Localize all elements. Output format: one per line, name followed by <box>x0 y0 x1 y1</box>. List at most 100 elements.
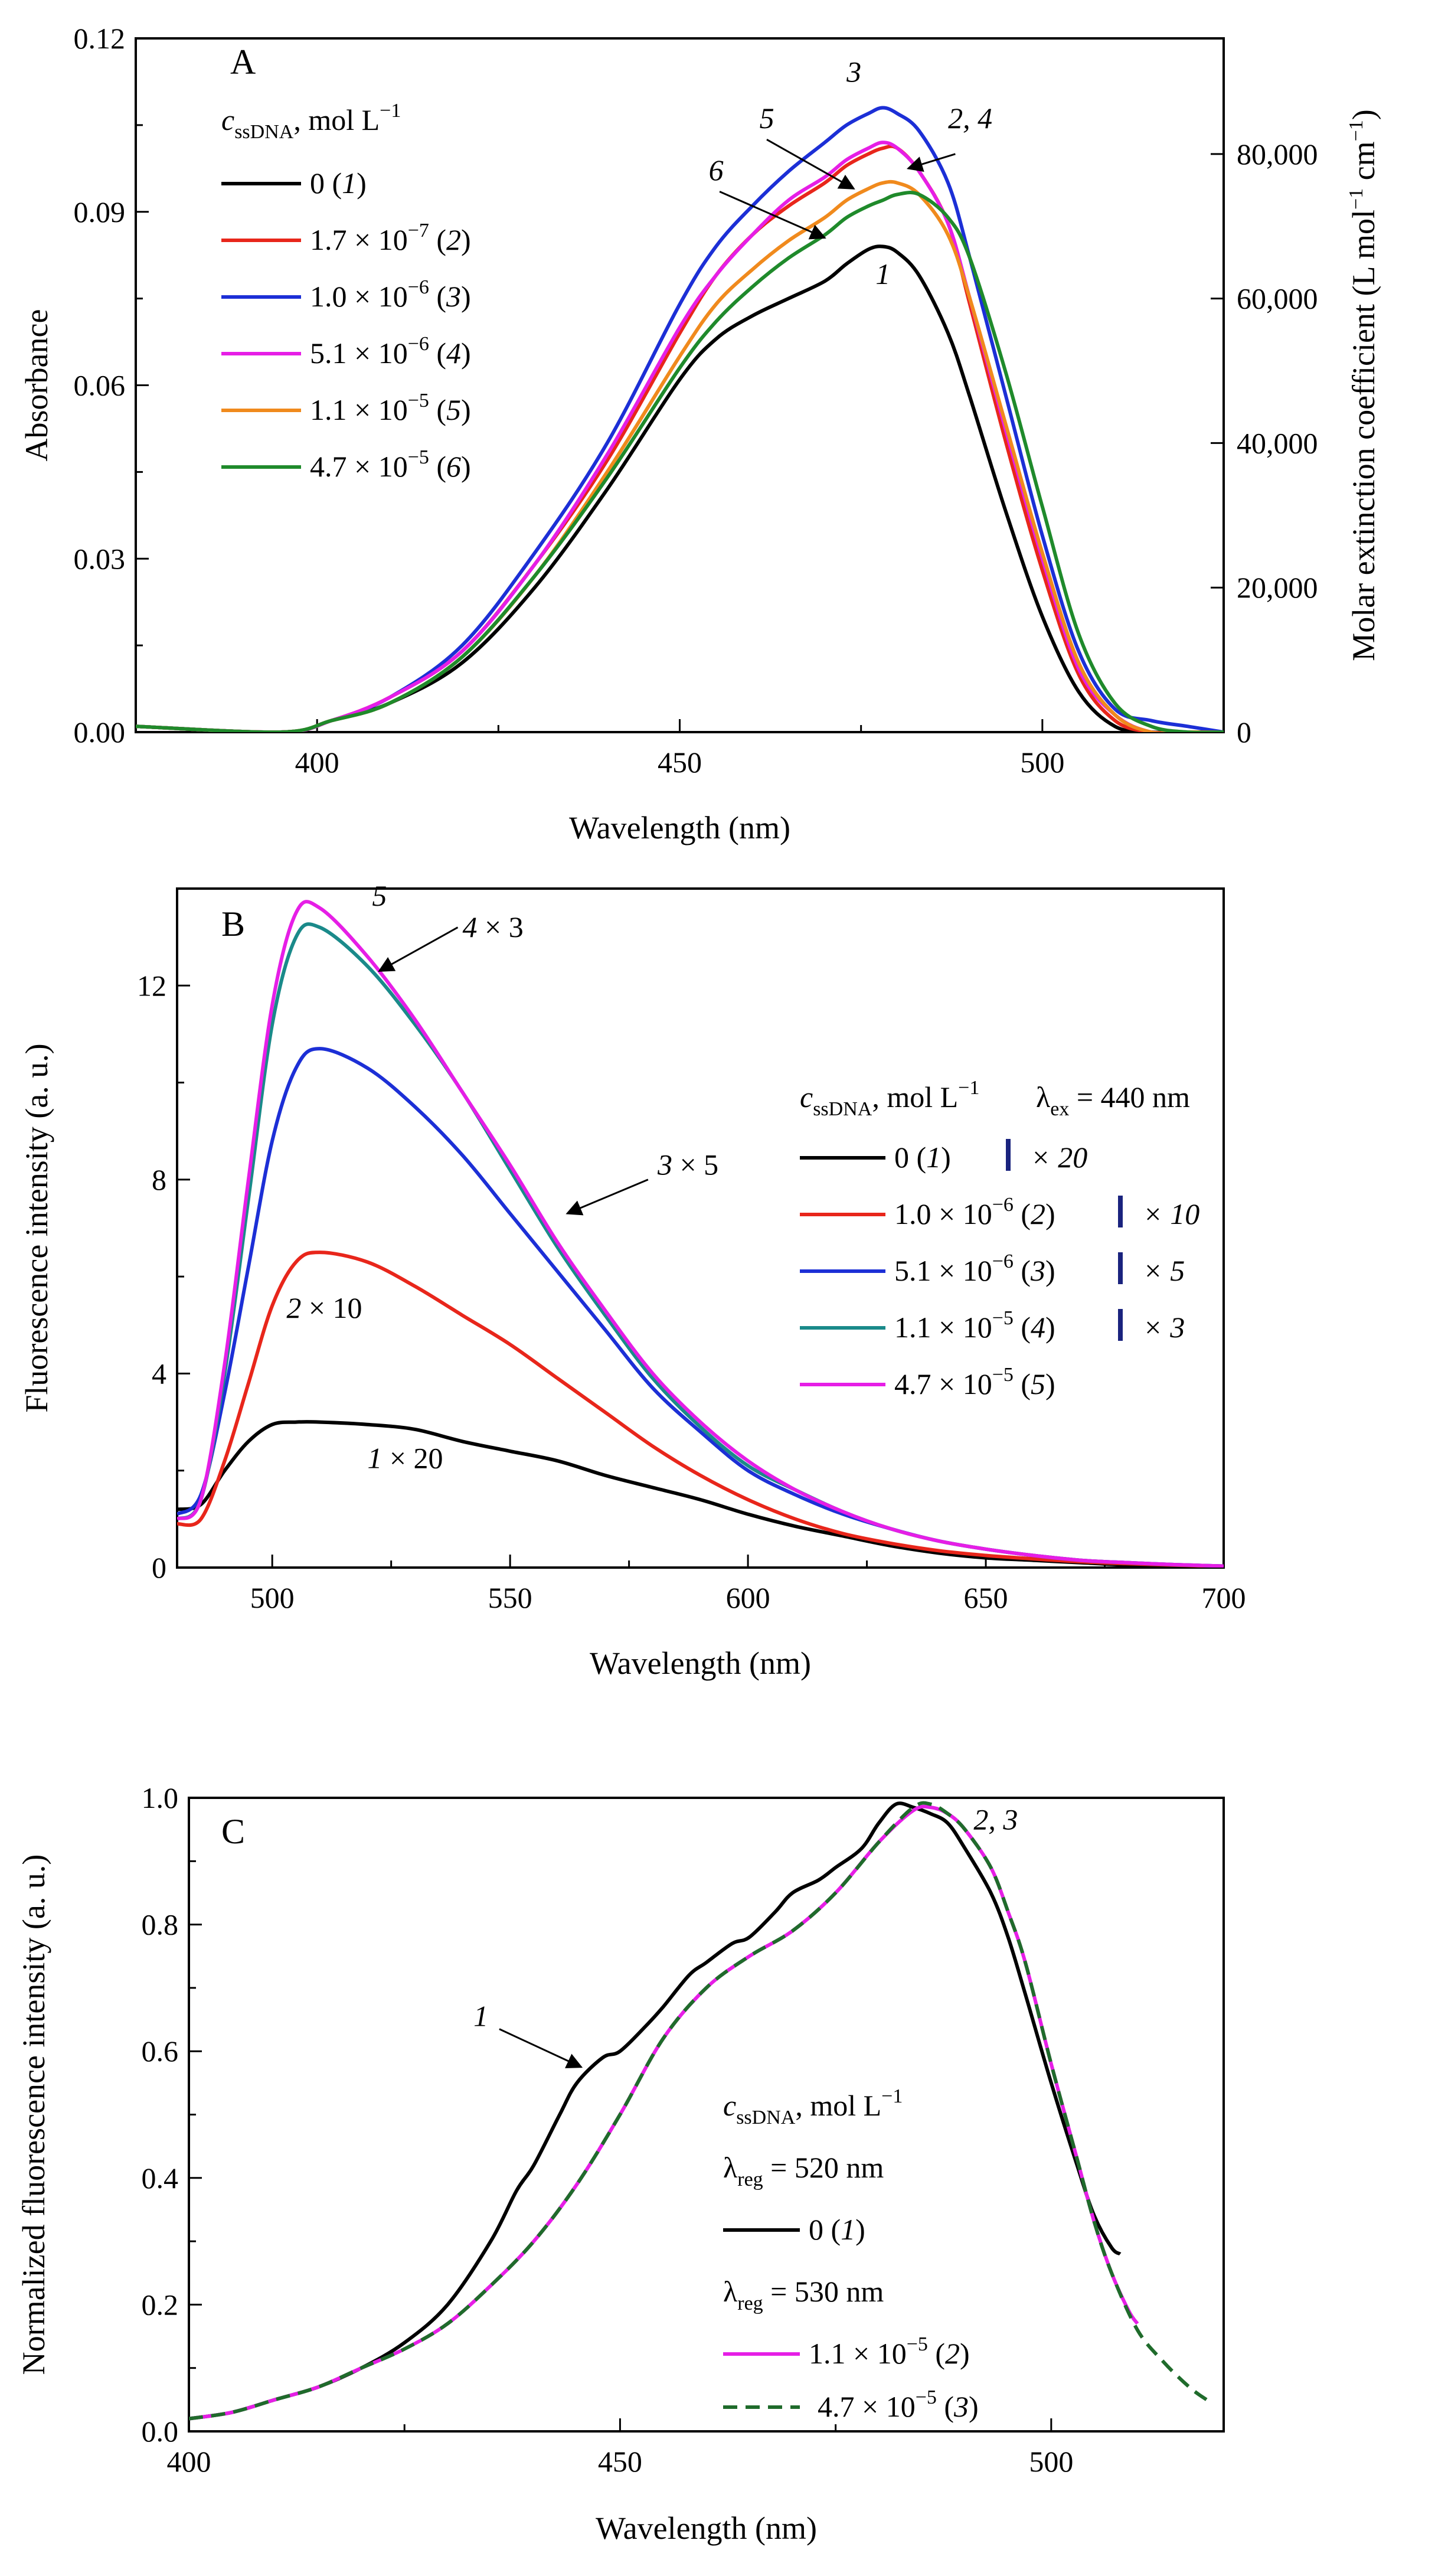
lambda-sub: reg <box>737 2293 763 2314</box>
legend-label-end: ) <box>960 2337 970 2370</box>
curve-annotation: 2 × 10 <box>286 1291 362 1324</box>
y2-label-text: cm <box>1346 141 1381 188</box>
series-line-1 <box>177 1420 1224 1568</box>
y2-tick-label: 40,000 <box>1237 426 1318 459</box>
legend-excitation: λex = 440 nm <box>1036 1080 1190 1120</box>
y-tick-label: 0.4 <box>142 2162 179 2195</box>
legend-label-end: ) <box>1045 1197 1055 1230</box>
legend-title-sub: ssDNA <box>813 1098 872 1120</box>
legend-label-num: 3 <box>1030 1254 1045 1287</box>
legend-label-main: 1.7 × 10 <box>310 223 408 256</box>
y-tick-label: 0.00 <box>74 716 126 749</box>
curve-annotation: 1 × 20 <box>367 1442 443 1475</box>
scale-factor: × 10 <box>1143 1197 1199 1230</box>
y-axis-label: Absorbance <box>19 309 54 462</box>
legend-label-main: 4.7 × 10 <box>818 2390 916 2423</box>
legend-label-sup: −5 <box>408 446 429 468</box>
y-tick-label: 1.0 <box>142 1781 179 1814</box>
y2-label-sup: −1 <box>1345 120 1367 141</box>
series-line-4 <box>136 141 1224 732</box>
legend-entry-label: 1.0 × 10−6 (2) <box>894 1194 1055 1230</box>
legend-label-main: 5.1 × 10 <box>310 337 408 370</box>
annotation-part: × 5 <box>672 1148 718 1181</box>
series-line-5 <box>136 179 1224 732</box>
curve-annotation: 5 <box>372 879 387 912</box>
series-line-1 <box>136 244 1224 732</box>
legend-label-num: 2 <box>945 2337 960 2370</box>
lambda-symbol: λ <box>1036 1080 1050 1114</box>
legend-entry-label: 0 (1) <box>894 1141 951 1174</box>
scale-factor: × 3 <box>1143 1311 1185 1344</box>
x-tick-label: 600 <box>726 1581 770 1614</box>
x-axis-label: Wavelength (nm) <box>590 1645 811 1681</box>
x-tick-label: 400 <box>167 2445 211 2478</box>
panel-label: C <box>221 1812 245 1851</box>
legend-title: cssDNA, mol L−1 <box>221 100 401 143</box>
x-axis-label: Wavelength (nm) <box>596 2510 817 2546</box>
legend-label-sup: −6 <box>992 1251 1014 1272</box>
legend-title-c: c <box>723 2089 736 2122</box>
y-tick-label: 0.12 <box>74 22 126 55</box>
lambda-sub: reg <box>737 2169 763 2190</box>
x-tick-label: 500 <box>1020 746 1064 779</box>
series-line-3 <box>189 1801 1208 2421</box>
panel-a-absorbance-chart: 400 450 500 0.00 0.03 0.06 0.09 0.12 0 20,000 40,0… <box>19 22 1381 845</box>
legend-label-sup: −7 <box>408 220 429 241</box>
y-axis-label: Normalized fluorescence intensity (a. u.… <box>16 1855 51 2375</box>
legend-label-main: 4.7 × 10 <box>310 450 408 483</box>
y2-label-text: Molar extinction coefficient (L mol <box>1346 210 1381 661</box>
series-line-2 <box>136 144 1224 732</box>
series-line-3 <box>136 106 1224 732</box>
legend-entry-label: 5.1 × 10−6 (4) <box>310 333 471 370</box>
legend-label-num: 2 <box>1031 1197 1045 1230</box>
legend-label-main: 0 ( <box>310 166 342 200</box>
legend-label-open: ( <box>429 223 446 256</box>
legend-label-end: ) <box>461 450 471 483</box>
legend-label-sup: −6 <box>408 276 429 298</box>
legend-title-sub: ssDNA <box>736 2107 796 2128</box>
legend-label-num: 1 <box>926 1141 941 1174</box>
y-axis-label: Fluorescence intensity (a. u.) <box>19 1043 54 1412</box>
legend-label-open: ( <box>429 450 446 483</box>
legend-title-c: c <box>800 1080 813 1114</box>
annotation-part: 4 <box>463 910 478 943</box>
legend-label-sup: −6 <box>992 1194 1014 1216</box>
x-tick-label: 450 <box>598 2445 642 2478</box>
panel-label: B <box>221 905 245 943</box>
lambda-text: = 440 nm <box>1069 1080 1190 1114</box>
legend-label-sup: −5 <box>992 1364 1014 1386</box>
legend-label-num: 1 <box>342 166 357 200</box>
legend-entry-label: 0 (1) <box>310 166 367 200</box>
legend-label-open: ( <box>1014 1254 1031 1287</box>
legend-label-open: ( <box>1014 1311 1031 1344</box>
series-line-5 <box>177 900 1224 1568</box>
series-line-4 <box>177 922 1224 1568</box>
legend-registration-1: λreg = 520 nm <box>723 2151 884 2190</box>
y-tick-label: 0.8 <box>142 1908 179 1941</box>
lambda-text: = 530 nm <box>763 2275 884 2308</box>
legend-label-num: 3 <box>446 280 461 313</box>
lambda-sub: ex <box>1050 1098 1069 1120</box>
y-tick-label: 0.0 <box>142 2415 179 2448</box>
legend-title-unit: , mol L <box>872 1080 958 1114</box>
annotation-part: 3 <box>657 1148 672 1181</box>
legend-entry-label: 1.7 × 10−7 (2) <box>310 220 471 256</box>
legend-title: cssDNA, mol L−1 <box>723 2085 903 2128</box>
legend-label-num: 6 <box>446 450 461 483</box>
legend-title-sup: −1 <box>958 1077 979 1099</box>
legend-entry-label: 1.1 × 10−5 (4) <box>894 1307 1055 1344</box>
legend-label-sup: −5 <box>907 2333 928 2355</box>
y-tick-label: 0.2 <box>142 2288 179 2321</box>
legend-label-main: 1.1 × 10 <box>310 393 408 426</box>
y-tick-label: 4 <box>152 1357 166 1390</box>
legend-entry-label: 0 (1) <box>809 2213 865 2246</box>
annotation-part: × 20 <box>382 1442 443 1475</box>
annotation-arrow <box>766 139 855 190</box>
lambda-text: = 520 nm <box>763 2151 884 2184</box>
x-tick-label: 500 <box>1029 2445 1073 2478</box>
panel-c-normalized-fluorescence-chart: 400 450 500 0.0 0.2 0.4 0.6 0.8 1.0 Wavelength (n… <box>16 1781 1225 2546</box>
legend-label-open: ( <box>429 393 446 426</box>
legend-label-main: 1.0 × 10 <box>894 1197 992 1230</box>
y-tick-label: 0.6 <box>142 2035 179 2068</box>
